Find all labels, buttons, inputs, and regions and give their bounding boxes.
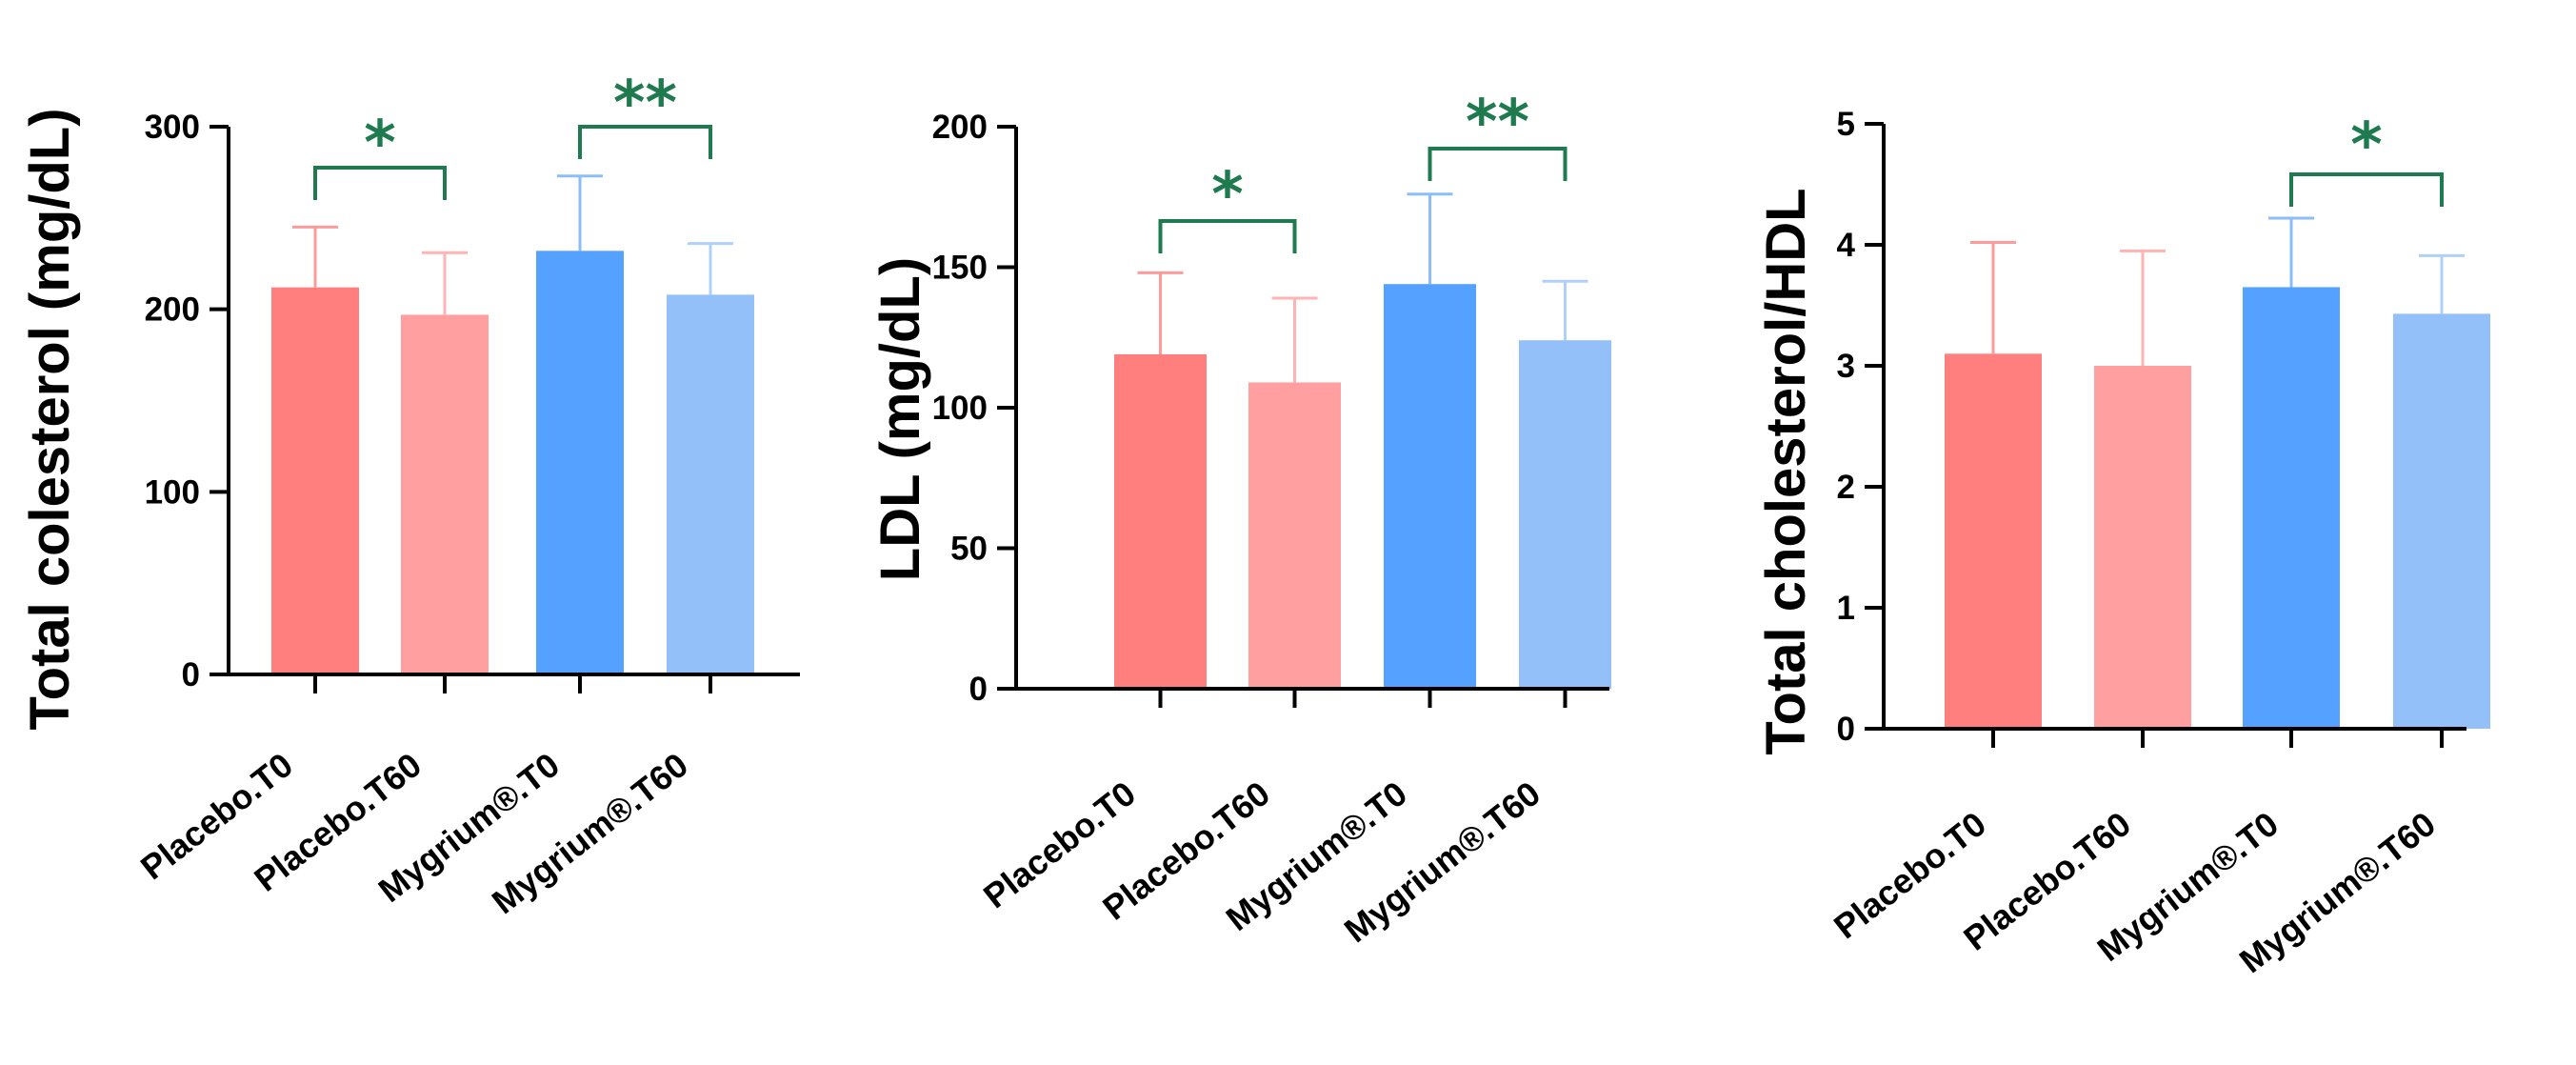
bar <box>401 314 489 674</box>
y-tick-label: 3 <box>1837 348 1855 385</box>
significance-label: * <box>2350 111 2382 181</box>
y-tick-label: 300 <box>145 109 200 146</box>
y-tick-label: 4 <box>1837 227 1856 264</box>
significance-bracket <box>1428 147 1568 181</box>
y-axis-title: LDL (mg/dL) <box>869 257 931 581</box>
bar <box>1114 353 1207 689</box>
significance-bracket <box>578 125 712 159</box>
y-tick-label: 1 <box>1837 590 1855 627</box>
chart-panel-1: 0100200300Placebo.T0Placebo.T60Mygrium®.… <box>19 69 800 921</box>
y-tick-label: 5 <box>1837 106 1855 143</box>
y-axis-title: Total cholesterol/HDL <box>1755 188 1817 754</box>
chart-panel-2: 050100150200Placebo.T0Placebo.T60Mygrium… <box>869 88 1611 950</box>
significance-bracket <box>2289 172 2444 207</box>
y-axis-title: Total colesterol (mg/dL) <box>19 108 81 730</box>
significance-label: ** <box>1466 88 1529 158</box>
bar <box>1384 284 1476 689</box>
bar <box>1519 340 1611 689</box>
bar <box>536 251 624 674</box>
y-tick-label: 100 <box>932 390 988 427</box>
significance-bracket <box>1158 219 1297 253</box>
y-tick-label: 0 <box>1837 711 1855 748</box>
bar <box>2094 366 2191 729</box>
significance-label: * <box>364 109 395 179</box>
y-tick-label: 0 <box>969 671 988 708</box>
bar <box>2393 313 2490 729</box>
bar <box>1248 382 1341 689</box>
bar <box>2243 287 2340 729</box>
y-tick-label: 50 <box>950 531 988 568</box>
y-tick-label: 200 <box>145 291 200 329</box>
chart-panel-3: 012345Placebo.T0Placebo.T60Mygrium®.T0My… <box>1755 106 2490 980</box>
y-tick-label: 200 <box>932 109 988 146</box>
y-tick-label: 100 <box>145 473 200 511</box>
bar <box>1945 353 2042 729</box>
y-tick-label: 0 <box>182 656 200 693</box>
significance-bracket <box>313 166 447 200</box>
bar <box>271 287 359 674</box>
y-tick-label: 150 <box>932 250 988 287</box>
significance-label: ** <box>613 69 677 139</box>
y-tick-label: 2 <box>1837 469 1855 506</box>
bar <box>667 294 754 674</box>
significance-label: * <box>1211 160 1243 231</box>
